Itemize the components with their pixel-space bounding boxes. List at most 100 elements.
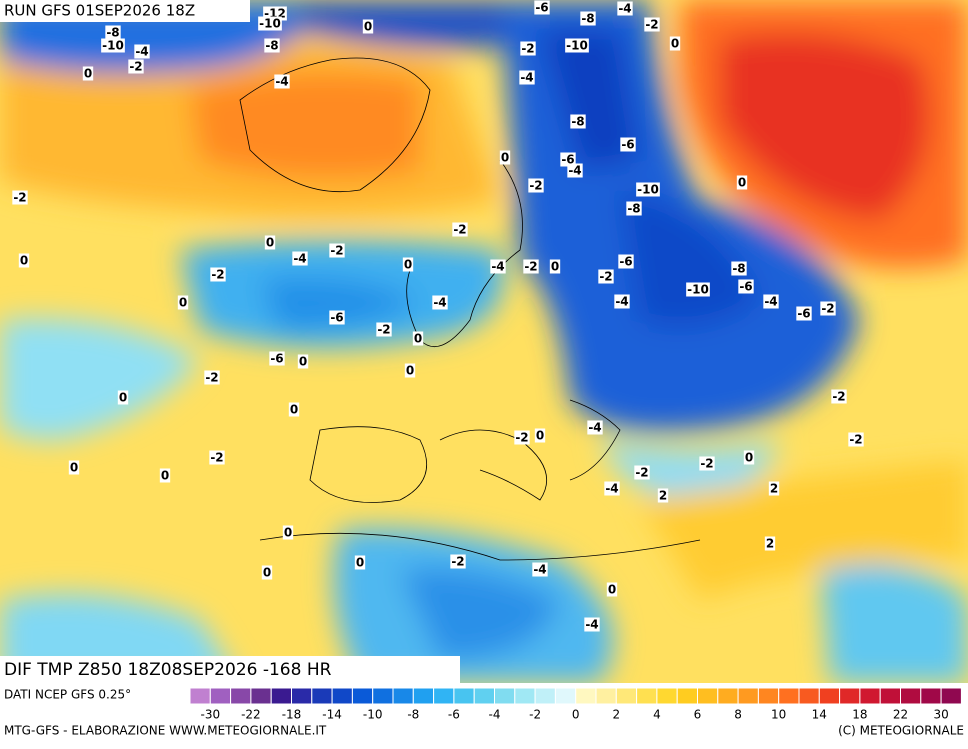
contour-label: -10	[566, 39, 588, 53]
contour-label: -2	[700, 457, 713, 471]
run-title: RUN GFS 01SEP2026 18Z	[4, 2, 195, 20]
field-box	[0, 656, 460, 684]
contour-labels: -8-10 -4-20-12-10-8-4-6-8-4-2 -100 -20-4-8-…	[12, 0, 864, 632]
contour-label-bg	[606, 582, 618, 597]
legend-swatch	[656, 687, 678, 705]
contour-label-bg	[614, 294, 630, 309]
contour-label: -2	[129, 60, 142, 74]
legend-swatch	[372, 687, 394, 705]
contour-label-bg	[738, 279, 754, 294]
contour-label: 0	[608, 583, 616, 597]
contour-label: -8	[732, 262, 745, 276]
legend-swatch	[392, 687, 414, 705]
legend-tick-label: -10	[363, 708, 383, 722]
contour-label: 2	[766, 537, 774, 551]
contour-label-bg	[258, 16, 282, 31]
legend-swatch	[615, 687, 638, 705]
contour-label: 0	[356, 556, 364, 570]
contour-label: -2	[821, 302, 834, 316]
contour-label: -4	[275, 75, 288, 89]
contour-label: -2	[205, 371, 218, 385]
contour-label-bg	[519, 70, 535, 85]
contour-label: -4	[605, 482, 618, 496]
legend-tick-label: -30	[200, 708, 220, 722]
contour-label-bg	[820, 301, 836, 316]
contour-label: -2	[529, 179, 542, 193]
legend-tick-label: 22	[893, 708, 908, 722]
legend-swatch	[473, 687, 496, 705]
contour-label-bg	[128, 59, 144, 74]
legend-swatch	[595, 687, 617, 705]
contour-label-bg	[534, 428, 546, 443]
contour-label-bg	[636, 182, 660, 197]
contour-label-bg	[499, 150, 511, 165]
legend-swatch	[351, 687, 374, 705]
contour-label: -4	[520, 71, 533, 85]
contour-label: -2	[832, 390, 845, 404]
contour-label: 0	[263, 566, 271, 580]
contour-label-bg	[288, 402, 300, 417]
contour-label-bg	[580, 11, 596, 26]
contour-label: -10	[259, 17, 281, 31]
contour-label: -2	[645, 18, 658, 32]
legend-tick-label: 30	[933, 708, 948, 722]
contour-label: -2	[849, 433, 862, 447]
contour-label-bg	[618, 254, 634, 269]
contour-label: -2	[521, 42, 534, 56]
contour-label: 0	[299, 355, 307, 369]
contour-label: -6	[621, 138, 634, 152]
contour-label-bg	[686, 282, 710, 297]
contour-label: -6	[739, 280, 752, 294]
contour-label: -6	[561, 153, 574, 167]
legend-swatch	[920, 687, 942, 705]
contour-label-bg	[264, 38, 280, 53]
contour-label-bg	[68, 460, 80, 475]
legend-swatch	[291, 687, 313, 705]
contour-label-bg	[18, 253, 30, 268]
contour-label: -8	[265, 39, 278, 53]
legend-tick-label: 0	[572, 708, 580, 722]
contour-label: -4	[568, 164, 581, 178]
contour-label-bg	[570, 114, 586, 129]
contour-label-bg	[404, 363, 416, 378]
legend-swatch	[433, 687, 455, 705]
contour-label: -2	[211, 268, 224, 282]
legend-swatch	[900, 687, 922, 705]
contour-label: 0	[290, 403, 298, 417]
contour-label: -4	[533, 563, 546, 577]
legend-swatch	[514, 687, 536, 705]
legend-swatch	[331, 687, 353, 705]
contour-label-bg	[587, 420, 603, 435]
legend-swatch	[940, 687, 962, 705]
legend-tick-label: -14	[322, 708, 342, 722]
contour-label: -4	[293, 252, 306, 266]
contour-label: -4	[433, 296, 446, 310]
contour-label-bg	[604, 481, 620, 496]
contour-label-bg	[523, 259, 539, 274]
contour-label: 0	[551, 260, 559, 274]
contour-label-bg	[177, 295, 189, 310]
contour-label-bg	[204, 370, 220, 385]
legend-tick-label: 18	[852, 708, 867, 722]
contour-label: -8	[581, 12, 594, 26]
contour-label: -2	[13, 191, 26, 205]
contour-label-bg	[432, 295, 448, 310]
legend-swatch	[554, 687, 577, 705]
contour-label: -6	[535, 1, 548, 15]
contour-label-bg	[743, 450, 755, 465]
contour-label-bg	[763, 294, 779, 309]
legend-tick-label: 4	[653, 708, 661, 722]
contour-label: -4	[135, 45, 148, 59]
contour-label: 0	[745, 451, 753, 465]
contour-label: -10	[102, 39, 124, 53]
contour-label-bg	[626, 201, 642, 216]
contour-label: 0	[284, 526, 292, 540]
contour-label-bg	[831, 389, 847, 404]
contour-label-bg	[490, 259, 506, 274]
contour-label-bg	[669, 36, 681, 51]
contour-label: -2	[453, 223, 466, 237]
contour-label-bg	[584, 617, 600, 632]
legend-swatch	[412, 687, 435, 705]
legend-swatch	[230, 687, 252, 705]
contour-label-bg	[848, 432, 864, 447]
